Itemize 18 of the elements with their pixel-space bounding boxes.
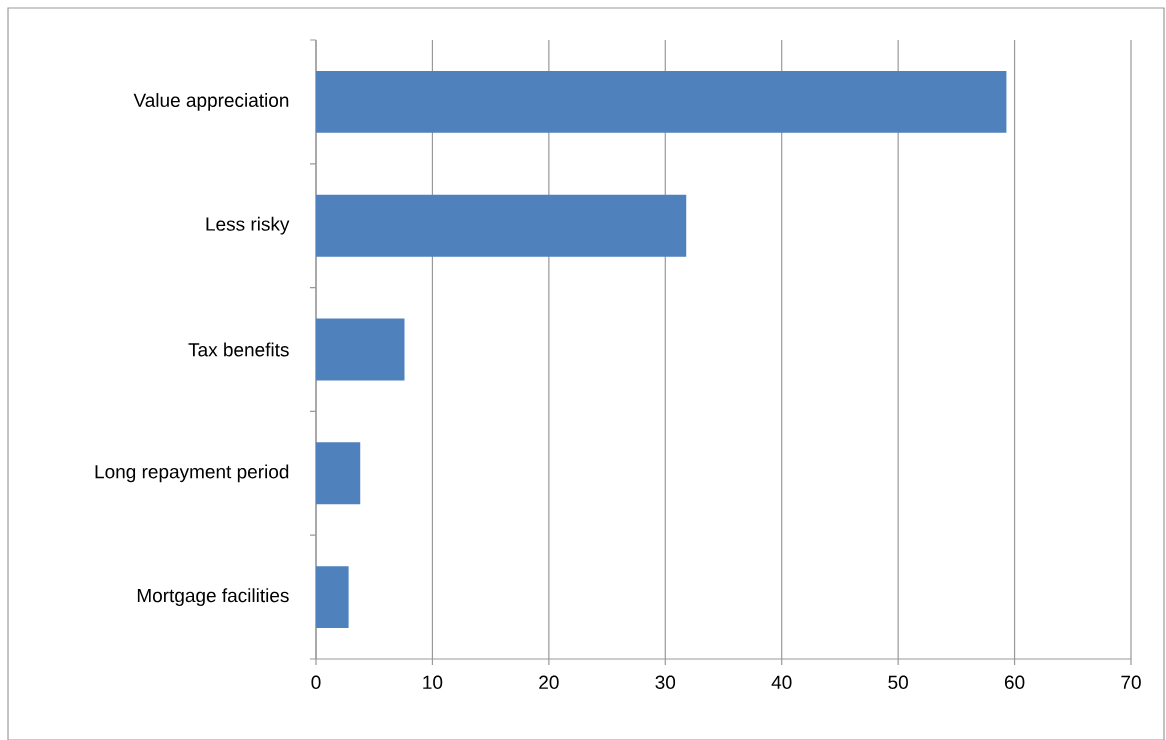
- x-tick-label: 10: [423, 675, 443, 689]
- x-tick-label: 20: [539, 675, 559, 689]
- bar: [316, 566, 349, 629]
- x-tick-label: 70: [1121, 675, 1141, 689]
- x-tick-label: 50: [888, 675, 908, 689]
- y-tick-label: Long repayment period: [95, 464, 289, 483]
- y-tick-label: Less risky: [206, 216, 290, 235]
- bar: [316, 318, 405, 381]
- bar: [316, 194, 687, 257]
- x-tick-label: 0: [311, 675, 321, 689]
- y-tick-label: Tax benefits: [188, 342, 289, 357]
- x-tick-label: 60: [1004, 675, 1025, 689]
- y-tick-label: Mortgage facilities: [137, 588, 289, 606]
- y-tick-label: Value appreciation: [133, 93, 289, 111]
- bar: [316, 70, 1007, 133]
- x-tick-label: 40: [771, 675, 792, 689]
- bar: [316, 442, 361, 505]
- x-tick-label: 30: [655, 675, 676, 689]
